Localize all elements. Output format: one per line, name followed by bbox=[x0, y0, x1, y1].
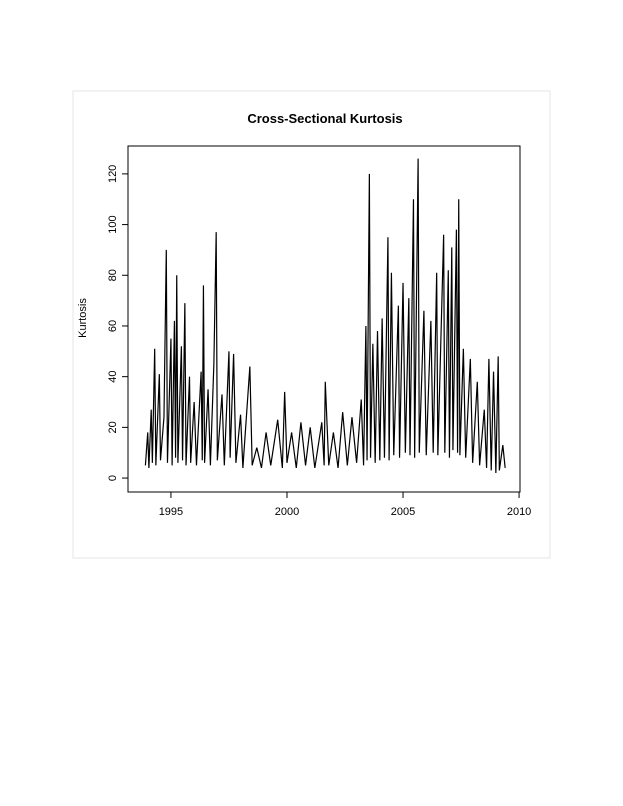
plot-box bbox=[127, 145, 521, 493]
y-tick-label: 80 bbox=[107, 269, 119, 281]
x-tick-label: 2005 bbox=[391, 506, 415, 518]
y-tick-label: 120 bbox=[107, 165, 119, 183]
x-tick-label: 2010 bbox=[507, 506, 531, 518]
chart-title: Cross-Sectional Kurtosis bbox=[247, 111, 402, 126]
series-line bbox=[144, 158, 506, 474]
frame bbox=[72, 90, 551, 559]
y-axis-label: Kurtosis bbox=[77, 298, 89, 338]
x-tick-label: 1995 bbox=[159, 506, 183, 518]
y-tick-label: 40 bbox=[107, 371, 119, 383]
y-tick-label: 60 bbox=[107, 320, 119, 332]
y-tick-label: 20 bbox=[107, 421, 119, 433]
y-tick-label: 0 bbox=[107, 475, 119, 481]
y-tick-label: 100 bbox=[107, 215, 119, 233]
x-tick-label: 2000 bbox=[275, 506, 299, 518]
